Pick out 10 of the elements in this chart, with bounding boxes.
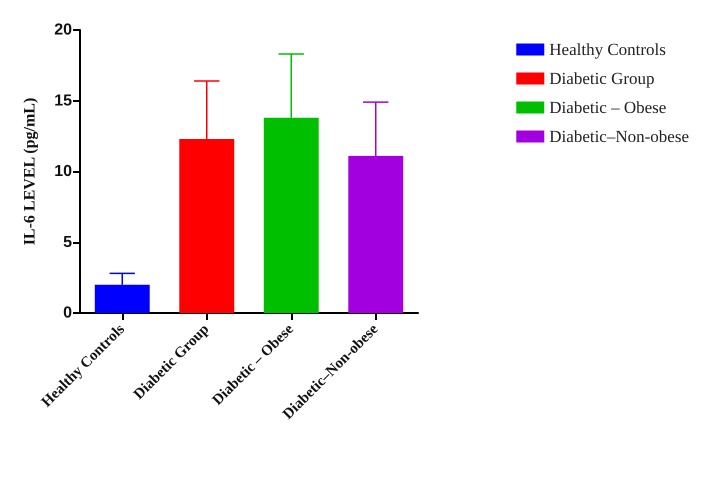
y-tick-label: 5 — [63, 234, 72, 251]
y-tick-label: 20 — [54, 22, 72, 38]
legend-label: Diabetic – Obese — [549, 98, 666, 117]
legend-label: Diabetic Group — [549, 69, 655, 88]
y-tick-label: 15 — [54, 92, 72, 110]
y-axis-title: IL-6 LEVEL (pg/mL) — [22, 98, 38, 246]
legend-label: Healthy Controls — [549, 40, 666, 59]
y-tick-label: 10 — [54, 163, 72, 180]
y-tick-label: 0 — [63, 304, 72, 322]
legend-label: Diabetic–Non-obese — [549, 127, 690, 146]
